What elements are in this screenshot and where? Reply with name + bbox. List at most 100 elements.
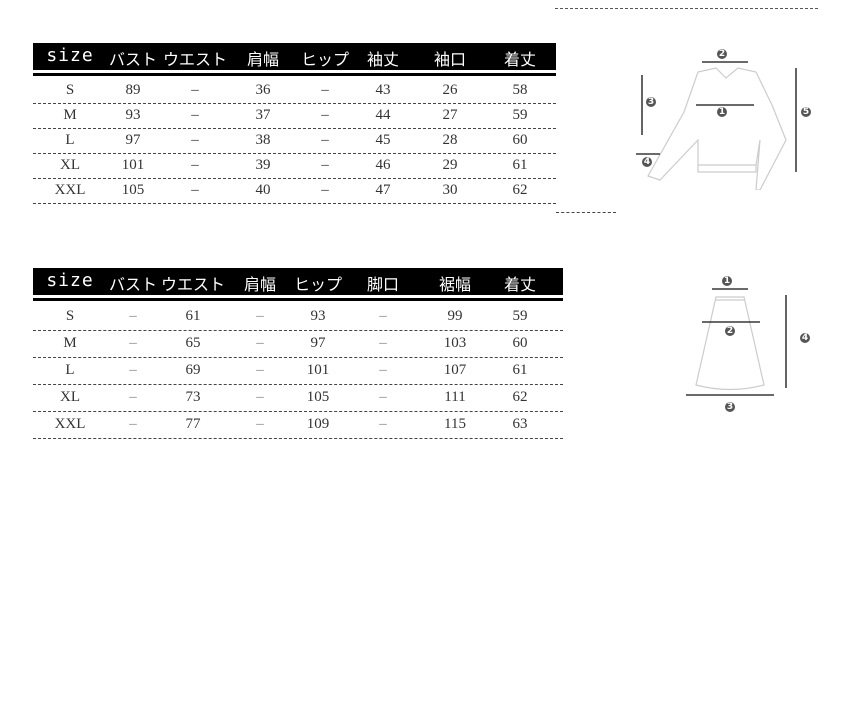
table-row: L – 69 – 101 – 107 61 bbox=[33, 358, 563, 385]
table-cell: 60 bbox=[512, 132, 528, 148]
table-cell: – bbox=[129, 362, 137, 378]
table-cell: 77 bbox=[185, 416, 201, 432]
column-header: 着丈 bbox=[503, 50, 537, 69]
skirt-measurement-diagram: 1 2 3 4 bbox=[686, 276, 810, 412]
table-cell: XXL bbox=[54, 182, 86, 198]
table-cell: – bbox=[191, 107, 199, 123]
table-header: size バスト ウエスト 肩幅 ヒップ 脚口 裾幅 着丈 bbox=[33, 268, 563, 298]
label-1 bbox=[717, 107, 727, 117]
table-cell: – bbox=[379, 335, 387, 351]
column-header: 袖丈 bbox=[366, 50, 400, 69]
table-cell: – bbox=[321, 107, 329, 123]
column-header: ヒップ bbox=[300, 50, 350, 69]
label-4-text: 4 bbox=[644, 157, 650, 167]
table-cell: 60 bbox=[512, 335, 528, 351]
table-cell: S bbox=[65, 308, 75, 324]
table-cell: 99 bbox=[447, 308, 463, 324]
table-row: XXL 105 – 40 – 47 30 62 bbox=[33, 179, 556, 204]
table-row: XL – 73 – 105 – 111 62 bbox=[33, 385, 563, 412]
table-cell: XXL bbox=[54, 416, 86, 432]
table-cell: – bbox=[191, 157, 199, 173]
label-2-text: 2 bbox=[727, 326, 733, 336]
label-1-text: 1 bbox=[719, 107, 725, 117]
label-1-text: 1 bbox=[724, 276, 730, 286]
table-cell: 93 bbox=[310, 308, 326, 324]
table-cell: 26 bbox=[442, 82, 458, 98]
table-cell: – bbox=[256, 362, 264, 378]
table-cell: – bbox=[129, 335, 137, 351]
table-cell: – bbox=[379, 389, 387, 405]
table-row: S 89 – 36 – 43 26 58 bbox=[33, 79, 556, 104]
table-cell: L bbox=[65, 132, 75, 148]
table-cell: 107 bbox=[443, 362, 467, 378]
table-cell: – bbox=[191, 182, 199, 198]
table-cell: S bbox=[65, 82, 75, 98]
column-header: 肩幅 bbox=[246, 50, 280, 69]
table-cell: 65 bbox=[185, 335, 201, 351]
table-row: XXL – 77 – 109 – 115 63 bbox=[33, 412, 563, 439]
table-cell: – bbox=[129, 308, 137, 324]
table-cell: 45 bbox=[375, 132, 391, 148]
label-4-text: 4 bbox=[802, 333, 808, 343]
column-header: size bbox=[46, 45, 94, 66]
table-cell: M bbox=[63, 107, 77, 123]
column-header: 着丈 bbox=[503, 275, 537, 294]
table-cell: 103 bbox=[443, 335, 467, 351]
table-cell: 69 bbox=[185, 362, 201, 378]
table-cell: 46 bbox=[375, 157, 391, 173]
table-cell: – bbox=[256, 389, 264, 405]
table-cell: – bbox=[321, 82, 329, 98]
column-header: 裾幅 bbox=[438, 275, 472, 294]
table-row: L 97 – 38 – 45 28 60 bbox=[33, 129, 556, 154]
table-cell: 105 bbox=[121, 182, 145, 198]
table-cell: – bbox=[321, 182, 329, 198]
table-cell: – bbox=[256, 308, 264, 324]
table-cell: 27 bbox=[442, 107, 458, 123]
table-cell: 39 bbox=[255, 157, 271, 173]
table-cell: M bbox=[63, 335, 77, 351]
column-header: バスト bbox=[108, 50, 158, 69]
table-cell: 63 bbox=[512, 416, 528, 432]
label-5-text: 5 bbox=[803, 107, 809, 117]
table-cell: 111 bbox=[444, 389, 466, 405]
table-cell: 61 bbox=[185, 308, 201, 324]
table-row: XL 101 – 39 – 46 29 61 bbox=[33, 154, 556, 179]
table-cell: 101 bbox=[306, 362, 330, 378]
table-row: S – 61 – 93 – 99 59 bbox=[33, 304, 563, 331]
table-cell: – bbox=[191, 132, 199, 148]
table-cell: 105 bbox=[306, 389, 330, 405]
table-cell: 43 bbox=[375, 82, 391, 98]
table-cell: L bbox=[65, 362, 75, 378]
label-3-text: 3 bbox=[648, 97, 654, 107]
table-row: M 93 – 37 – 44 27 59 bbox=[33, 104, 556, 129]
table-cell: 58 bbox=[512, 82, 528, 98]
table-cell: 89 bbox=[125, 82, 141, 98]
table-cell: 28 bbox=[442, 132, 458, 148]
table-cell: XL bbox=[60, 157, 80, 173]
table-cell: 61 bbox=[512, 157, 528, 173]
table-cell: – bbox=[256, 335, 264, 351]
table-cell: 97 bbox=[125, 132, 141, 148]
table-cell: 37 bbox=[255, 107, 271, 123]
table-cell: 44 bbox=[375, 107, 391, 123]
table-cell: 97 bbox=[310, 335, 326, 351]
table-row: M – 65 – 97 – 103 60 bbox=[33, 331, 563, 358]
divider bbox=[555, 8, 818, 9]
table-cell: 73 bbox=[185, 389, 201, 405]
column-header: ウエスト bbox=[162, 50, 228, 69]
table-cell: 115 bbox=[444, 416, 466, 432]
label-3-text: 3 bbox=[727, 402, 733, 412]
column-header: ウエスト bbox=[160, 275, 226, 294]
table-cell: 62 bbox=[512, 182, 528, 198]
column-header: 脚口 bbox=[366, 275, 400, 294]
column-header: 袖口 bbox=[433, 50, 467, 69]
table-cell: XL bbox=[60, 389, 80, 405]
table-cell: – bbox=[129, 389, 137, 405]
column-header: 肩幅 bbox=[243, 275, 277, 294]
table-cell: 36 bbox=[255, 82, 271, 98]
column-header: ヒップ bbox=[293, 275, 343, 294]
table-cell: – bbox=[379, 416, 387, 432]
table-cell: – bbox=[321, 132, 329, 148]
table-cell: – bbox=[321, 157, 329, 173]
hoodie-measurement-diagram: 1 2 3 4 5 bbox=[636, 49, 811, 190]
